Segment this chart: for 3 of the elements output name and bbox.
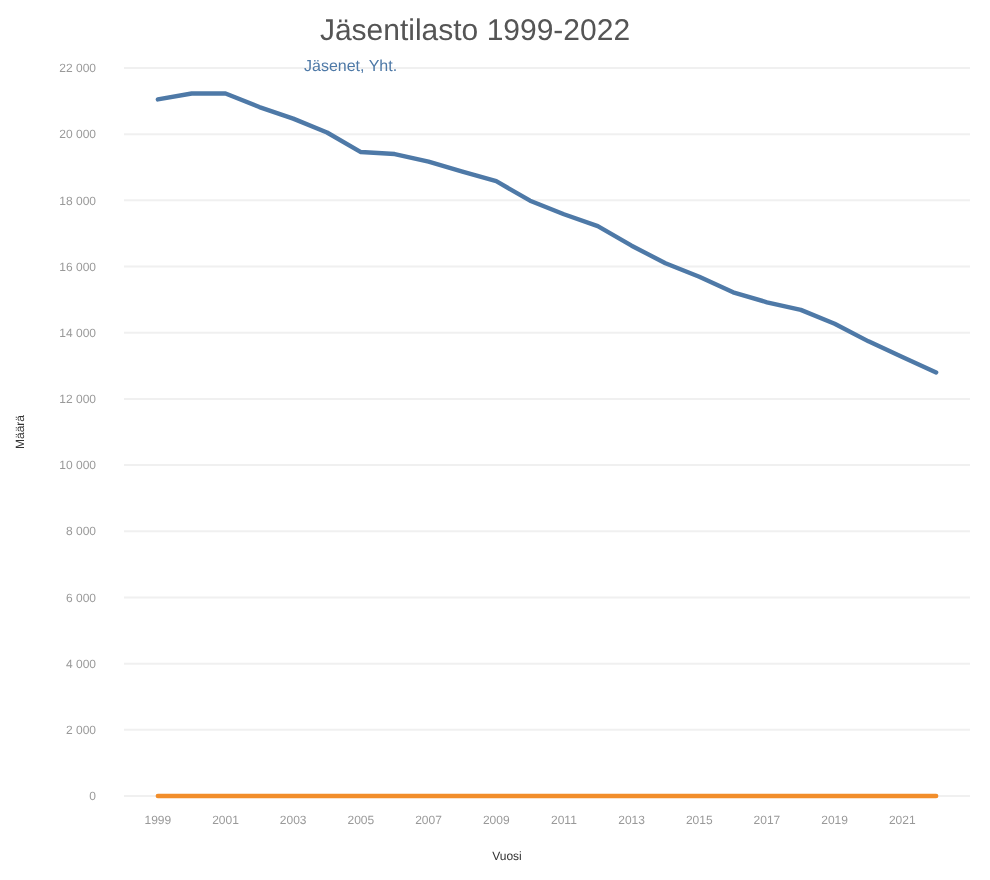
chart-title: Jäsentilasto 1999-2022: [319, 14, 631, 48]
line-series: [155, 91, 939, 375]
text: Jäsenet, Yht.: [304, 57, 398, 76]
